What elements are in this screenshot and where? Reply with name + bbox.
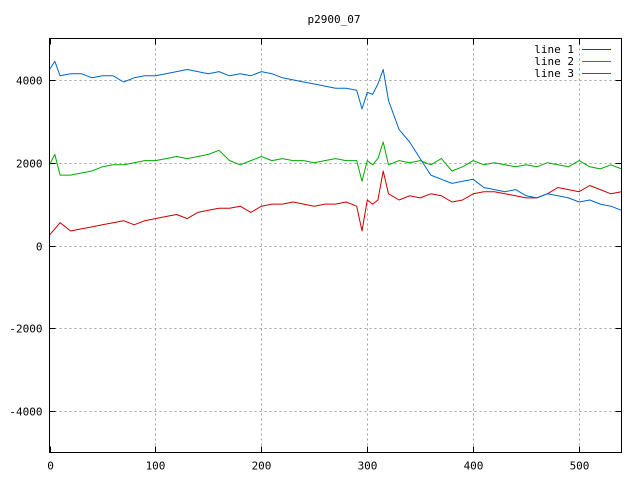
y-tick-label: 4000 [16,75,43,88]
y-tick-label: -2000 [9,323,42,336]
y-tick-label: 2000 [16,158,43,171]
x-tick-label: 300 [358,460,378,473]
legend-label-3: line 3 [534,67,574,80]
x-tick-label: 500 [570,460,590,473]
x-tick-label: 100 [146,460,166,473]
plot-frame [49,38,622,453]
x-tick-label: 400 [464,460,484,473]
legend-label-2: line 2 [534,55,574,68]
chart-title: p2900_07 [308,13,361,26]
series-line-1 [49,170,622,236]
plot-area [49,60,622,236]
grid-lines [49,38,622,453]
series-line-2 [49,141,622,182]
y-tick-label: -4000 [9,406,42,419]
y-tick-label: 0 [36,241,43,254]
series-line-3 [49,60,622,211]
axes: 0 100 200 300 400 500 -4000 -2000 0 2000 4000 [9,38,622,473]
legend-label-1: line 1 [534,43,574,56]
x-tick-label: 200 [252,460,272,473]
x-tick-label: 0 [47,460,54,473]
